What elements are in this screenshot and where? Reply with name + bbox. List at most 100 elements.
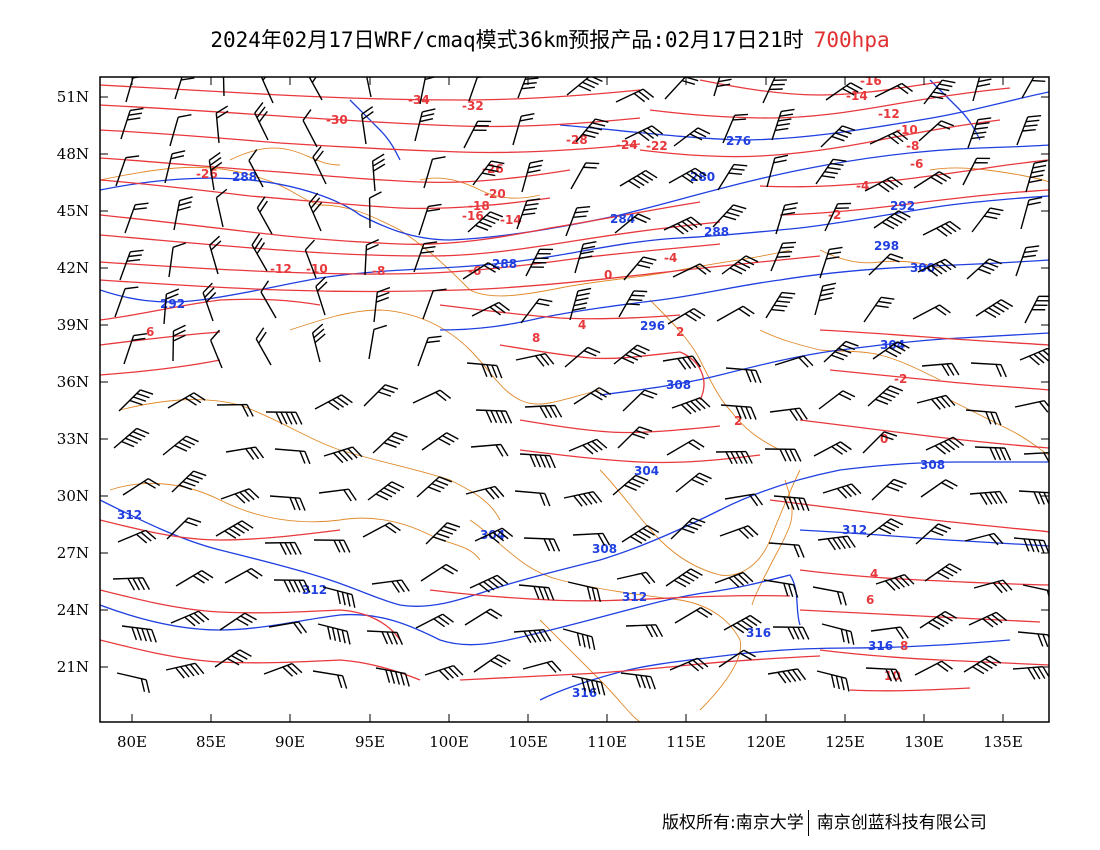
wind-barb (1018, 490, 1049, 506)
wind-barb (516, 198, 541, 230)
wind-barb (672, 263, 712, 278)
wind-barb (417, 335, 442, 367)
wind-barb (770, 241, 797, 272)
temp-label: 0 (880, 432, 888, 446)
wind-barb (622, 389, 658, 412)
wind-barb (308, 192, 323, 232)
wind-barb (273, 579, 311, 593)
wind-barb (123, 333, 147, 365)
wind-barb (768, 542, 805, 558)
wind-barb (670, 517, 706, 540)
wind-barb (724, 493, 764, 507)
wind-barb (924, 563, 962, 582)
wind-barb (862, 431, 898, 454)
wind-barb (567, 581, 602, 603)
temp-label: -22 (646, 139, 668, 153)
wind-barb (172, 324, 186, 362)
wind-barb (162, 435, 199, 456)
wind-barb (616, 571, 656, 585)
wind-barb (360, 106, 374, 145)
wind-barb (1023, 451, 1049, 466)
lon-label: 110E (587, 733, 627, 751)
lat-label: 36N (57, 373, 89, 391)
lon-label: 120E (746, 733, 786, 751)
wind-barb (215, 520, 254, 539)
wind-barb (773, 495, 810, 512)
lon-label: 95E (355, 733, 385, 751)
wind-barb (463, 120, 492, 149)
wind-barb (570, 162, 600, 190)
height-label: 288 (492, 257, 517, 271)
wind-barb (513, 628, 552, 644)
temp-label: -12 (270, 262, 292, 276)
wind-barb (165, 662, 205, 679)
wind-barb (368, 324, 387, 360)
wind-barb (224, 567, 263, 584)
wind-barb (225, 446, 265, 461)
wind-barb (256, 196, 273, 235)
wind-barb (416, 476, 453, 498)
temp-label: -10 (896, 123, 918, 137)
wind-barb (473, 654, 511, 673)
wind-barb (122, 478, 161, 496)
wind-barb (119, 249, 144, 281)
wind-barb (315, 276, 328, 316)
footer-right: 南京创蓝科技有限公司 (816, 813, 987, 833)
wind-barb (202, 282, 217, 322)
wind-barb (475, 409, 513, 424)
title-level: 700hpa (813, 28, 890, 52)
wind-barb (717, 163, 748, 191)
temp-label: -8 (906, 139, 919, 153)
height-label: 288 (232, 170, 257, 184)
lat-label: 30N (57, 487, 89, 505)
lat-label: 42N (57, 259, 89, 277)
lon-axis (131, 77, 1004, 722)
wind-barb (1012, 665, 1049, 680)
temp-label: -10 (306, 262, 328, 276)
lon-label: 85E (196, 733, 226, 751)
wind-barb (763, 579, 799, 598)
wind-barb (421, 432, 459, 451)
temp-label: -6 (910, 157, 923, 171)
wind-barb (363, 384, 399, 407)
wind-barb (566, 77, 603, 96)
wind-barb (170, 610, 210, 627)
wind-barb (971, 207, 1004, 233)
wind-barb (767, 668, 807, 684)
lat-label: 24N (57, 601, 89, 619)
height-label: 316 (572, 686, 597, 700)
temp-label: -12 (878, 107, 900, 121)
lat-label: 51N (57, 88, 89, 106)
wind-barb (568, 438, 608, 455)
wind-barb (914, 660, 953, 676)
wind-barb (124, 202, 149, 234)
wind-barb (520, 298, 553, 324)
wind-barb (175, 570, 214, 587)
wind-barb (260, 77, 274, 104)
wind-barb (522, 660, 562, 673)
height-label: 308 (592, 542, 617, 556)
temp-label: 8 (900, 639, 908, 653)
map-frame (99, 76, 1050, 723)
height-label: 292 (890, 199, 915, 213)
temp-label: 2 (734, 414, 742, 428)
wind-barb (668, 167, 707, 184)
wind-barb (621, 525, 660, 544)
wind-barb (619, 169, 658, 189)
wind-barb (512, 112, 535, 146)
title-main: 2024年02月17日WRF/cmaq模式36km预报产品:02月17日21时 (210, 28, 804, 52)
wind-barb (873, 210, 911, 230)
wind-barb (774, 355, 814, 368)
wind-barb (817, 535, 856, 551)
temp-label: -8 (372, 264, 385, 278)
wind-barb (615, 88, 655, 103)
wind-barb (922, 220, 961, 237)
wind-barb (167, 392, 206, 409)
wind-barb (563, 491, 603, 507)
wind-barb (418, 203, 442, 236)
temp-label: 8 (532, 331, 540, 345)
temp-label: -16 (462, 209, 484, 223)
wind-barb (771, 108, 795, 141)
wind-barb (867, 385, 904, 407)
wind-barb (415, 613, 454, 629)
